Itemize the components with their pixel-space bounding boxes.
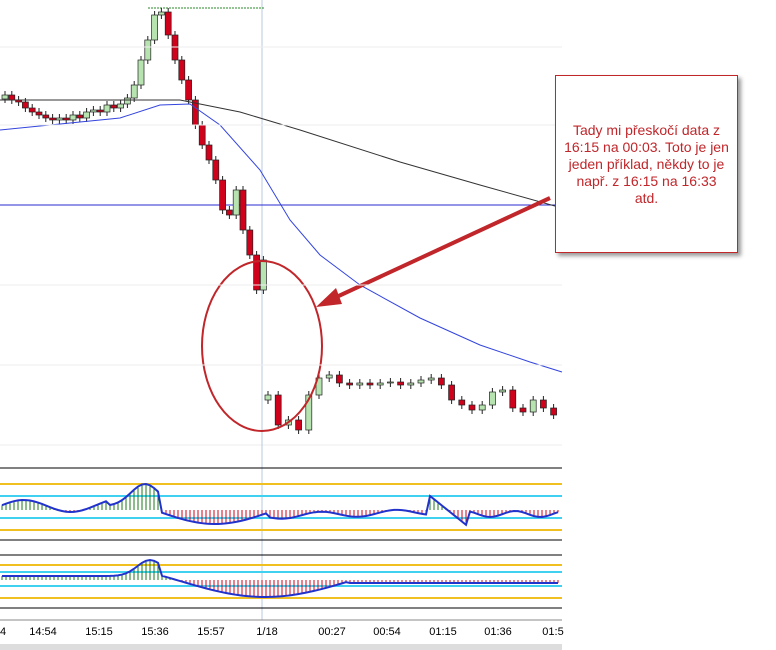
candle <box>83 111 90 119</box>
candle <box>376 382 384 386</box>
candle <box>519 407 527 413</box>
candle <box>76 114 84 119</box>
candle <box>28 107 36 113</box>
candle <box>427 377 435 381</box>
candle <box>529 399 537 413</box>
signal-line <box>1 483 559 527</box>
candle <box>468 404 476 411</box>
candle <box>295 419 302 431</box>
x-tick-label: 00:54 <box>373 626 401 638</box>
highlight-ellipse <box>201 260 323 432</box>
candle <box>356 382 364 386</box>
candle <box>130 84 138 99</box>
candle <box>448 384 455 401</box>
x-tick-label: 15:57 <box>197 626 225 638</box>
x-tick-label: 4 <box>0 626 6 638</box>
candle <box>8 94 16 101</box>
candle <box>550 407 557 416</box>
candle <box>205 144 213 161</box>
candle <box>438 377 445 386</box>
candle <box>226 209 233 216</box>
candle <box>144 39 152 61</box>
candle <box>264 394 272 401</box>
candle <box>110 104 118 109</box>
x-tick-label: 1/18 <box>256 626 277 638</box>
candle <box>151 14 158 41</box>
candle <box>417 379 425 384</box>
candle <box>96 109 104 113</box>
candle <box>246 229 254 256</box>
candle <box>274 394 282 426</box>
candle <box>407 382 415 386</box>
candle <box>90 109 97 113</box>
candle <box>397 381 404 386</box>
candle <box>1 94 9 100</box>
candle <box>478 404 486 411</box>
ma-fast <box>0 103 563 373</box>
candle <box>305 394 313 431</box>
candle <box>62 117 70 121</box>
indicators <box>0 467 562 609</box>
candle <box>178 59 186 81</box>
ma-slow <box>0 99 563 209</box>
candle <box>239 189 247 231</box>
candle <box>158 11 165 16</box>
candle <box>540 399 547 409</box>
plot-bg <box>0 0 562 650</box>
candle <box>137 59 145 86</box>
candle <box>198 124 206 146</box>
candle <box>35 111 43 116</box>
candle <box>336 374 343 384</box>
x-tick-label: 01:15 <box>429 626 457 638</box>
candle <box>253 254 260 291</box>
candle <box>117 103 124 109</box>
candle <box>346 382 353 386</box>
candle <box>509 389 517 409</box>
x-tick-label: 15:36 <box>141 626 169 638</box>
candle <box>124 97 131 105</box>
x-tick-label: 15:15 <box>85 626 113 638</box>
candle <box>325 374 333 379</box>
candle <box>49 117 56 121</box>
candle <box>164 11 172 36</box>
annotation: Tady mi přeskočí data z 16:15 na 00:03. … <box>555 75 738 253</box>
candle <box>103 104 111 113</box>
candle <box>387 381 394 384</box>
x-tick-label: 14:54 <box>29 626 57 638</box>
candle <box>212 159 220 181</box>
arrow-head <box>316 288 342 307</box>
candle <box>232 189 240 216</box>
candle <box>499 389 506 393</box>
arrow-shaft <box>329 196 551 302</box>
x-tick-label: 01:36 <box>484 626 512 638</box>
x-tick-label: 00:27 <box>318 626 346 638</box>
candle <box>22 101 29 109</box>
candle <box>260 259 267 291</box>
candle <box>489 391 496 406</box>
scrollbar <box>0 644 562 650</box>
candle <box>219 179 226 211</box>
candle <box>458 399 466 406</box>
candle <box>185 79 192 101</box>
candles <box>1 8 557 434</box>
candle <box>69 114 77 121</box>
candle <box>56 117 63 121</box>
signal-line <box>2 558 558 598</box>
x-tick-label: 01:5 <box>542 626 563 638</box>
candle <box>42 114 50 119</box>
candle <box>366 382 374 386</box>
